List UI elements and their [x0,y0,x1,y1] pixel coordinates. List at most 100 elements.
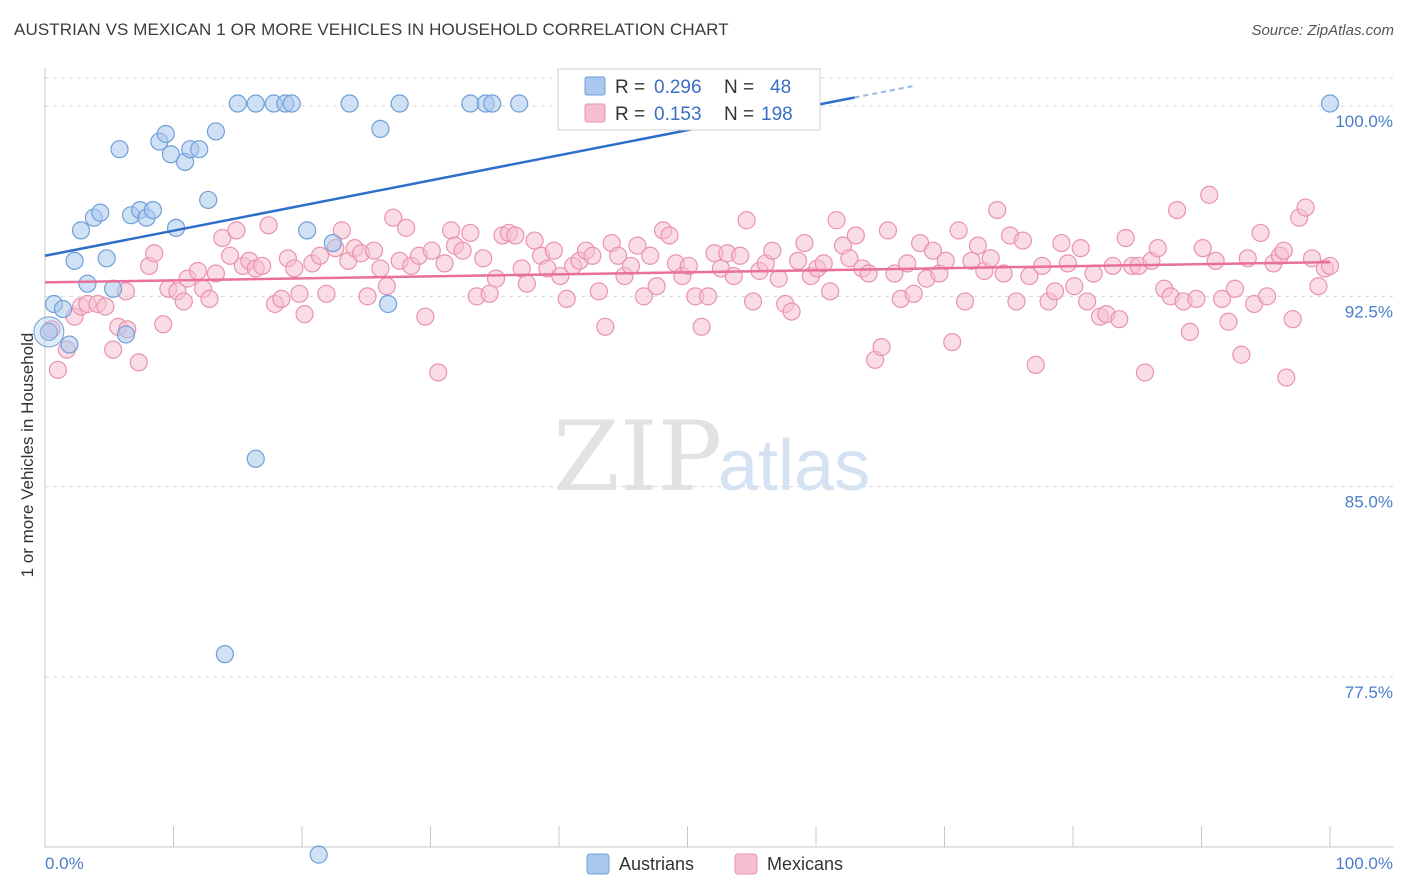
austrians-point [60,335,79,354]
mexicans-point [272,289,291,309]
mexicans-point [1116,228,1135,248]
mexicans-point [429,363,448,382]
mexicans-point [814,254,833,273]
mexicans-point [517,274,536,293]
mexicans-trend-line [44,260,1331,284]
gridlines [45,77,1394,678]
correlation-legend: R = 0.296 N = 48 R = 0.153 N = 198 [557,68,821,131]
mexicans-point [1193,239,1212,258]
austrians-point [97,249,116,268]
mexicans-point [1052,233,1071,253]
austrians-point [161,145,181,164]
austrians-point [1320,94,1340,113]
mexicans-point [692,317,711,336]
mexicans-point [295,305,314,324]
legend-austrians-n-value: 48 [770,77,791,98]
austrians-point [199,190,218,210]
y-tick-label: 85.0% [1345,493,1393,512]
y-tick-labels: 77.5% 85.0% 92.5% 100.0% [1335,112,1393,702]
austrians-trend-extension [854,85,913,99]
mexicans-point [384,208,403,227]
mexicans-point [1187,289,1206,309]
austrians-point [143,200,163,220]
mexicans-point [557,289,576,309]
austrians-point [390,94,409,113]
mexicans-point [358,287,377,306]
y-tick-label: 100.0% [1335,112,1393,131]
mexicans-point [628,236,647,255]
mexicans-point [1071,239,1090,258]
mexicans-point [104,340,123,359]
legend-mexicans-n-label: N = [724,104,754,125]
mexicans-point [1296,198,1315,217]
mexicans-point [1045,282,1065,301]
mexicans-point [551,266,570,286]
mexicans-point [227,221,246,240]
mexicans-point [285,259,304,278]
mexicans-point [923,241,943,260]
mexicans-point [1084,264,1103,283]
mexicans-point [1320,256,1340,276]
mexicans-point [737,211,756,230]
source-credit: Source: ZipAtlas.com [1251,22,1394,39]
austrians-point [53,299,73,319]
mexicans-point [317,284,336,303]
austrians-point [246,449,265,468]
mexicans-point [1277,368,1296,387]
bottom-legend-mexicans: Mexicans [767,854,843,874]
austrians-point [190,140,209,159]
legend-swatch-austrians [584,76,606,96]
mexicans-point [1013,231,1032,250]
mexicans-point [461,223,480,243]
mexicans-point [1167,200,1187,220]
mexicans-point [1225,279,1245,298]
mexicans-point [506,226,525,245]
mexicans-point [641,246,660,265]
mexicans-point [253,256,272,276]
y-tick-label: 92.5% [1345,302,1393,321]
mexicans-point [332,221,351,240]
mexicans-point [220,246,240,265]
bottom-legend-austrians: Austrians [619,854,694,874]
mexicans-point [724,266,743,286]
austrians-point [298,221,317,240]
austrians-point [228,94,247,113]
mexicans-point [213,228,232,248]
austrians-point [246,94,265,113]
watermark-atlas: atlas [718,426,870,506]
austrians-point [71,221,91,240]
mexicans-point [206,264,226,283]
austrians-point [91,203,110,222]
mexicans-point [634,287,653,306]
mexicans-point [955,292,975,311]
mexicans-point [174,292,193,311]
mexicans-point [1309,277,1328,296]
austrians-point [104,279,123,298]
mexicans-point [310,246,330,265]
austrians-point [461,94,480,113]
austrians-point [65,251,84,270]
mexicans-point [795,233,814,253]
mexicans-point [1283,310,1302,329]
austrians-point [39,322,58,341]
legend-swatch-mexicans [584,103,606,123]
x-tick-label-max: 100.0% [1335,854,1393,873]
mexicans-point [621,256,641,276]
watermark-zip: ZIP [553,401,722,513]
austrians-point [371,119,390,138]
mexicans-point [596,317,615,336]
austrians-point [378,294,398,314]
mexicans-point [1058,254,1077,273]
mexicans-point [1219,312,1238,331]
mexicans-point [364,241,384,260]
mexicans-point [1110,310,1129,329]
bottom-legend-swatch-mexicans [734,853,758,875]
series-legend: Austrians Mexicans [586,853,843,875]
mexicans-point [859,264,878,283]
austrians-point [78,274,97,293]
mexicans-point [763,241,782,260]
mexicans-point [679,256,698,276]
mexicans-point [525,231,544,250]
mexicans-point [396,218,416,237]
